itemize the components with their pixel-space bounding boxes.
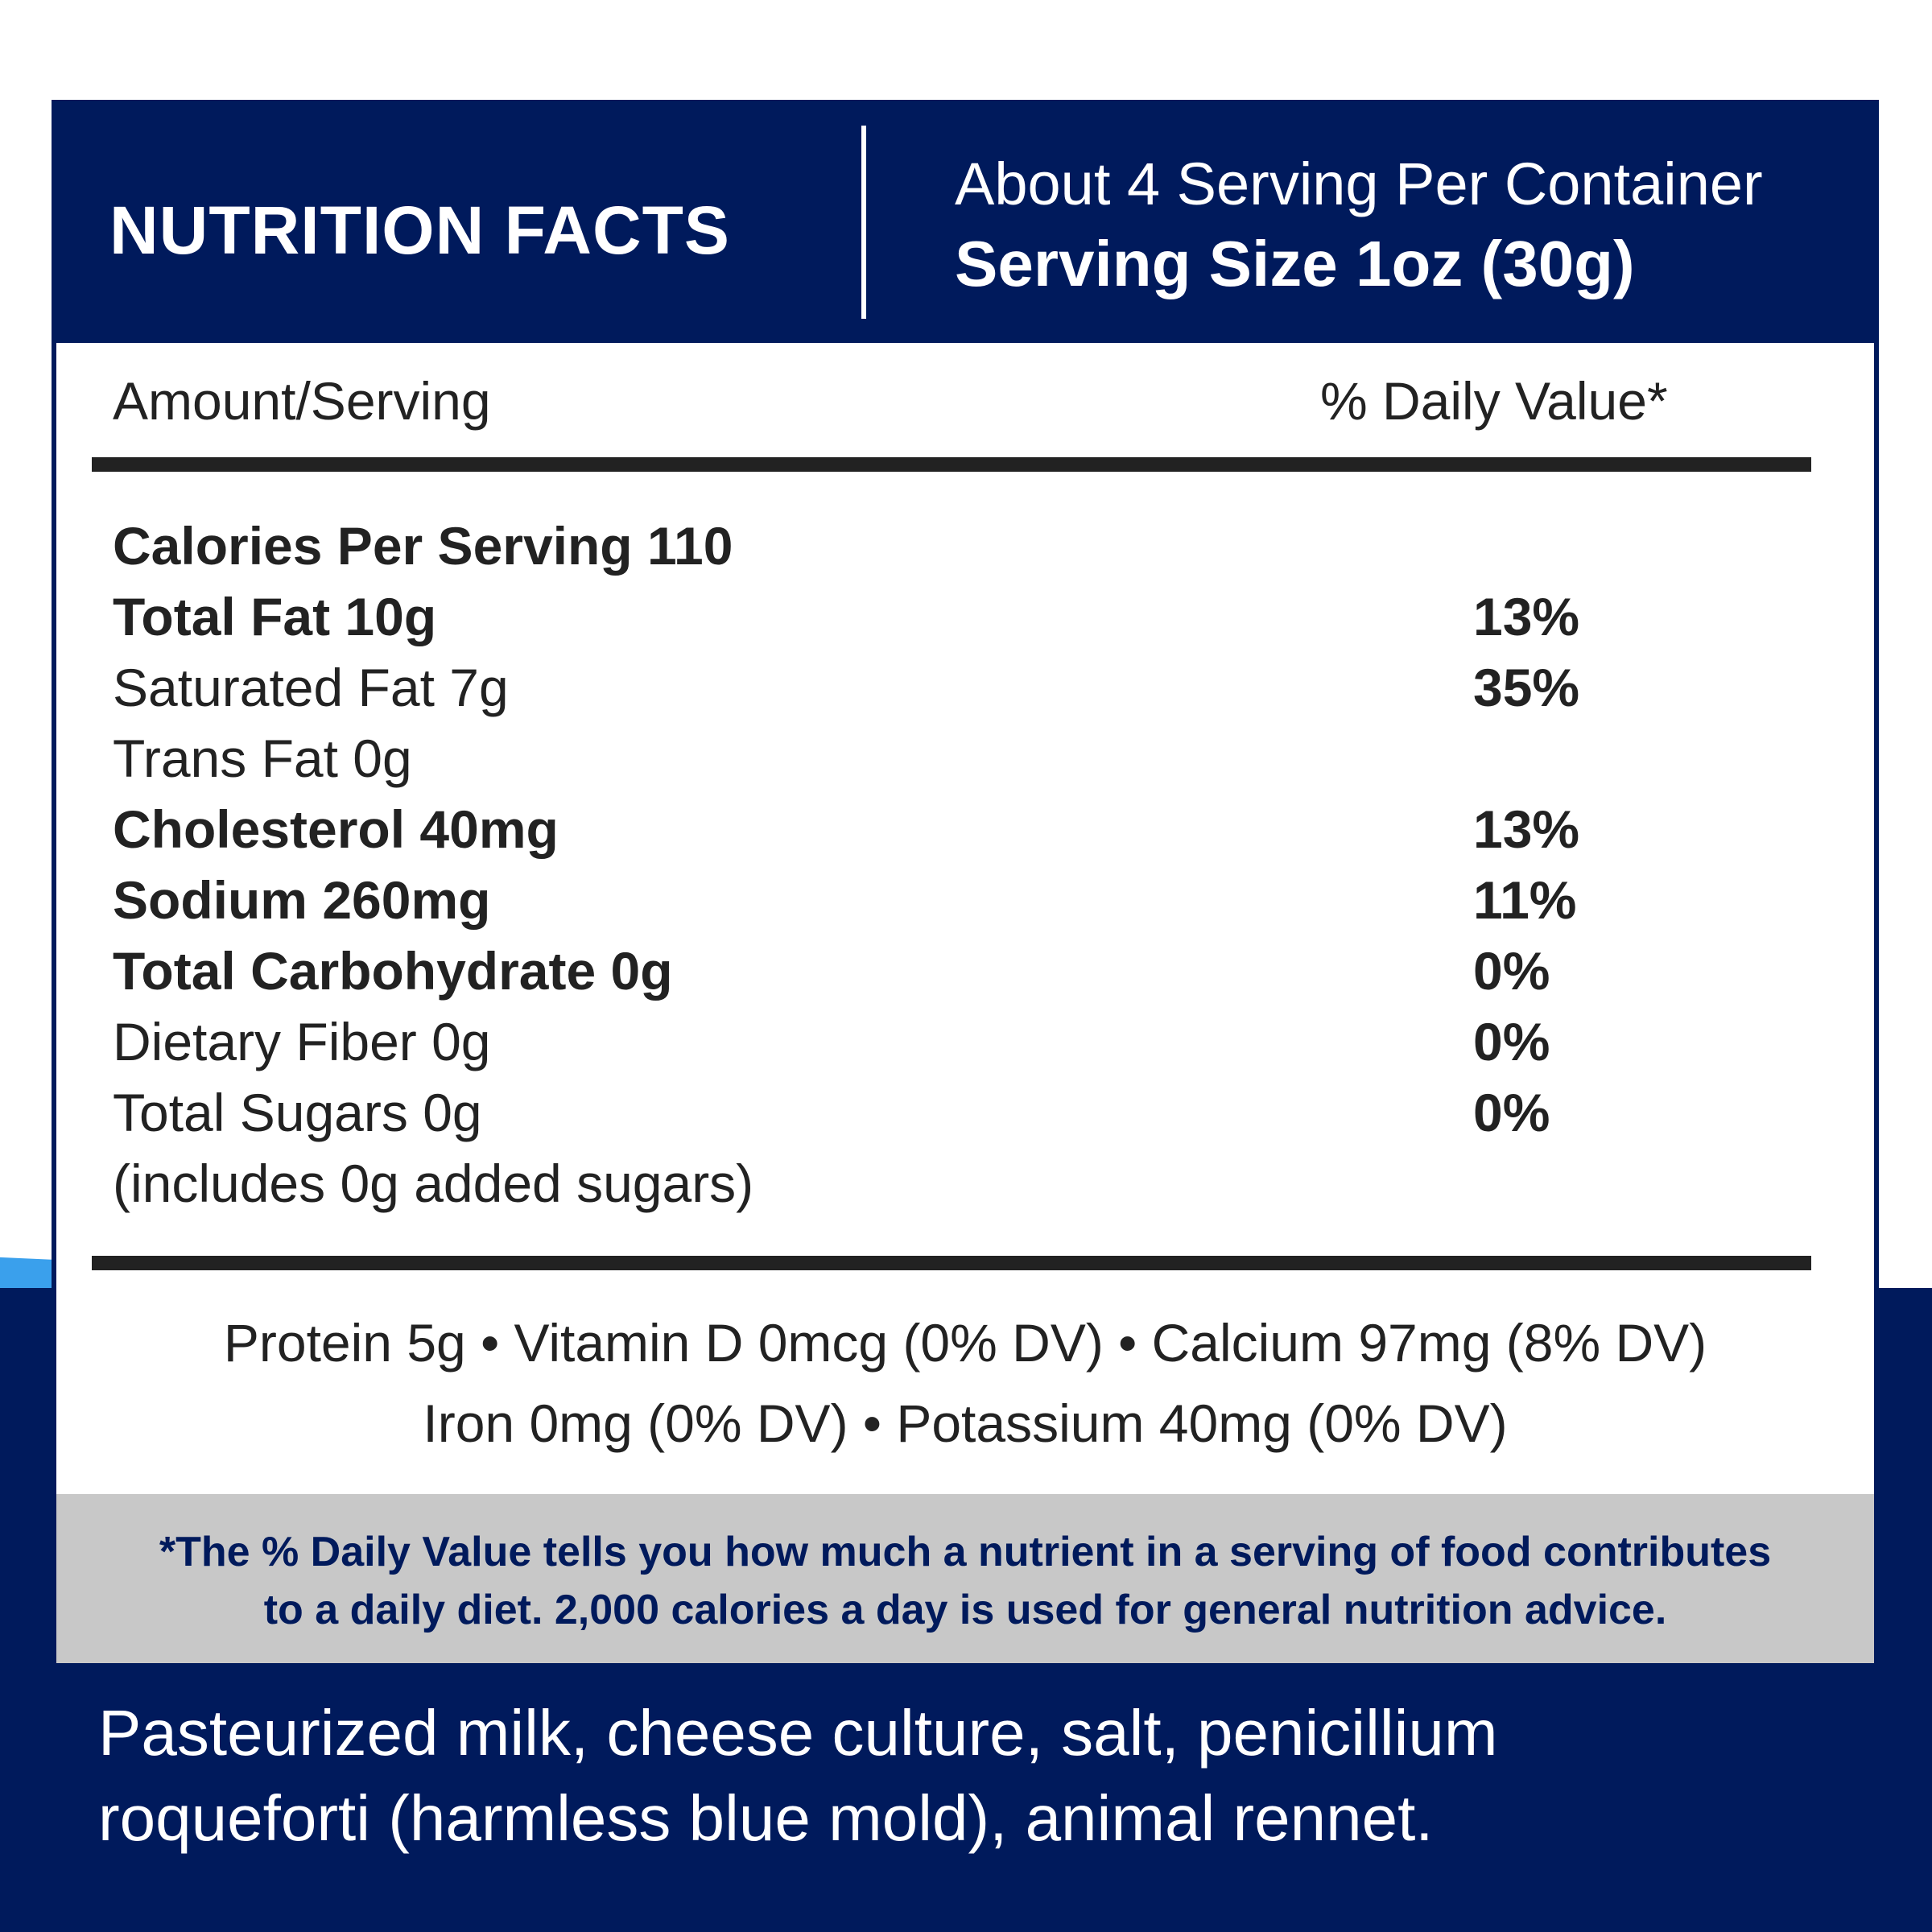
servings-per-container: About 4 Serving Per Container <box>955 151 1763 217</box>
nutrient-list: Calories Per Serving 110 Total Fat 10g 13%… <box>113 515 1819 1224</box>
daily-value-footnote: *The % Daily Value tells you how much a … <box>56 1494 1874 1663</box>
ingredients-line-2: roqueforti (harmless blue mold), animal … <box>98 1782 1434 1854</box>
header-divider <box>861 126 866 319</box>
vitamins-line-1: Protein 5g • Vitamin D 0mcg (0% DV) • Ca… <box>223 1313 1707 1373</box>
nutrient-daily-value: 11% <box>1473 870 1577 930</box>
nutrient-name: Total Carbohydrate 0g <box>113 941 673 1001</box>
nutrient-row: Calories Per Serving 110 <box>113 515 1819 586</box>
nutrient-daily-value: 0% <box>1473 1012 1550 1071</box>
amount-per-serving-heading: Amount/Serving <box>113 371 491 431</box>
nutrient-row: Sodium 260mg 11% <box>113 869 1819 940</box>
nutrient-name: Total Sugars 0g <box>113 1083 482 1142</box>
nutrient-row: (includes 0g added sugars) <box>113 1153 1819 1224</box>
serving-size: Serving Size 1oz (30g) <box>955 228 1635 299</box>
nutrient-name: (includes 0g added sugars) <box>113 1154 754 1213</box>
label-title: NUTRITION FACTS <box>109 192 730 268</box>
nutrition-label: NUTRITION FACTS About 4 Serving Per Cont… <box>52 100 1879 1663</box>
nutrient-row: Dietary Fiber 0g 0% <box>113 1011 1819 1082</box>
nutrient-name: Dietary Fiber 0g <box>113 1012 491 1071</box>
nutrient-name: Saturated Fat 7g <box>113 658 509 717</box>
nutrient-row: Total Fat 10g 13% <box>113 586 1819 657</box>
nutrient-row: Cholesterol 40mg 13% <box>113 799 1819 869</box>
nutrient-daily-value: 13% <box>1473 587 1580 646</box>
nutrient-daily-value: 35% <box>1473 658 1580 717</box>
footnote-line-1: *The % Daily Value tells you how much a … <box>159 1529 1772 1575</box>
nutrient-row: Saturated Fat 7g 35% <box>113 657 1819 728</box>
ingredients-text: Pasteurized milk, cheese culture, salt, … <box>98 1690 1869 1861</box>
label-header: NUTRITION FACTS About 4 Serving Per Cont… <box>56 105 1874 343</box>
nutrient-name: Trans Fat 0g <box>113 729 412 788</box>
ingredients-line-1: Pasteurized milk, cheese culture, salt, … <box>98 1697 1498 1769</box>
footnote-line-2: to a daily diet. 2,000 calories a day is… <box>263 1587 1667 1633</box>
nutrient-daily-value: 13% <box>1473 799 1580 859</box>
nutrient-daily-value: 0% <box>1473 941 1550 1001</box>
bottom-rule <box>92 1256 1811 1270</box>
nutrient-name: Cholesterol 40mg <box>113 799 559 859</box>
vitamins-line-2: Iron 0mg (0% DV) • Potassium 40mg (0% DV… <box>423 1393 1508 1453</box>
nutrient-name: Sodium 260mg <box>113 870 491 930</box>
daily-value-heading: % Daily Value* <box>1320 371 1668 431</box>
nutrient-daily-value: 0% <box>1473 1083 1550 1142</box>
nutrient-name: Total Fat 10g <box>113 587 437 646</box>
nutrient-row: Total Carbohydrate 0g 0% <box>113 940 1819 1011</box>
nutrient-row: Trans Fat 0g <box>113 728 1819 799</box>
top-rule <box>92 457 1811 472</box>
nutrient-name: Calories Per Serving 110 <box>113 516 733 576</box>
nutrient-row: Total Sugars 0g 0% <box>113 1082 1819 1153</box>
